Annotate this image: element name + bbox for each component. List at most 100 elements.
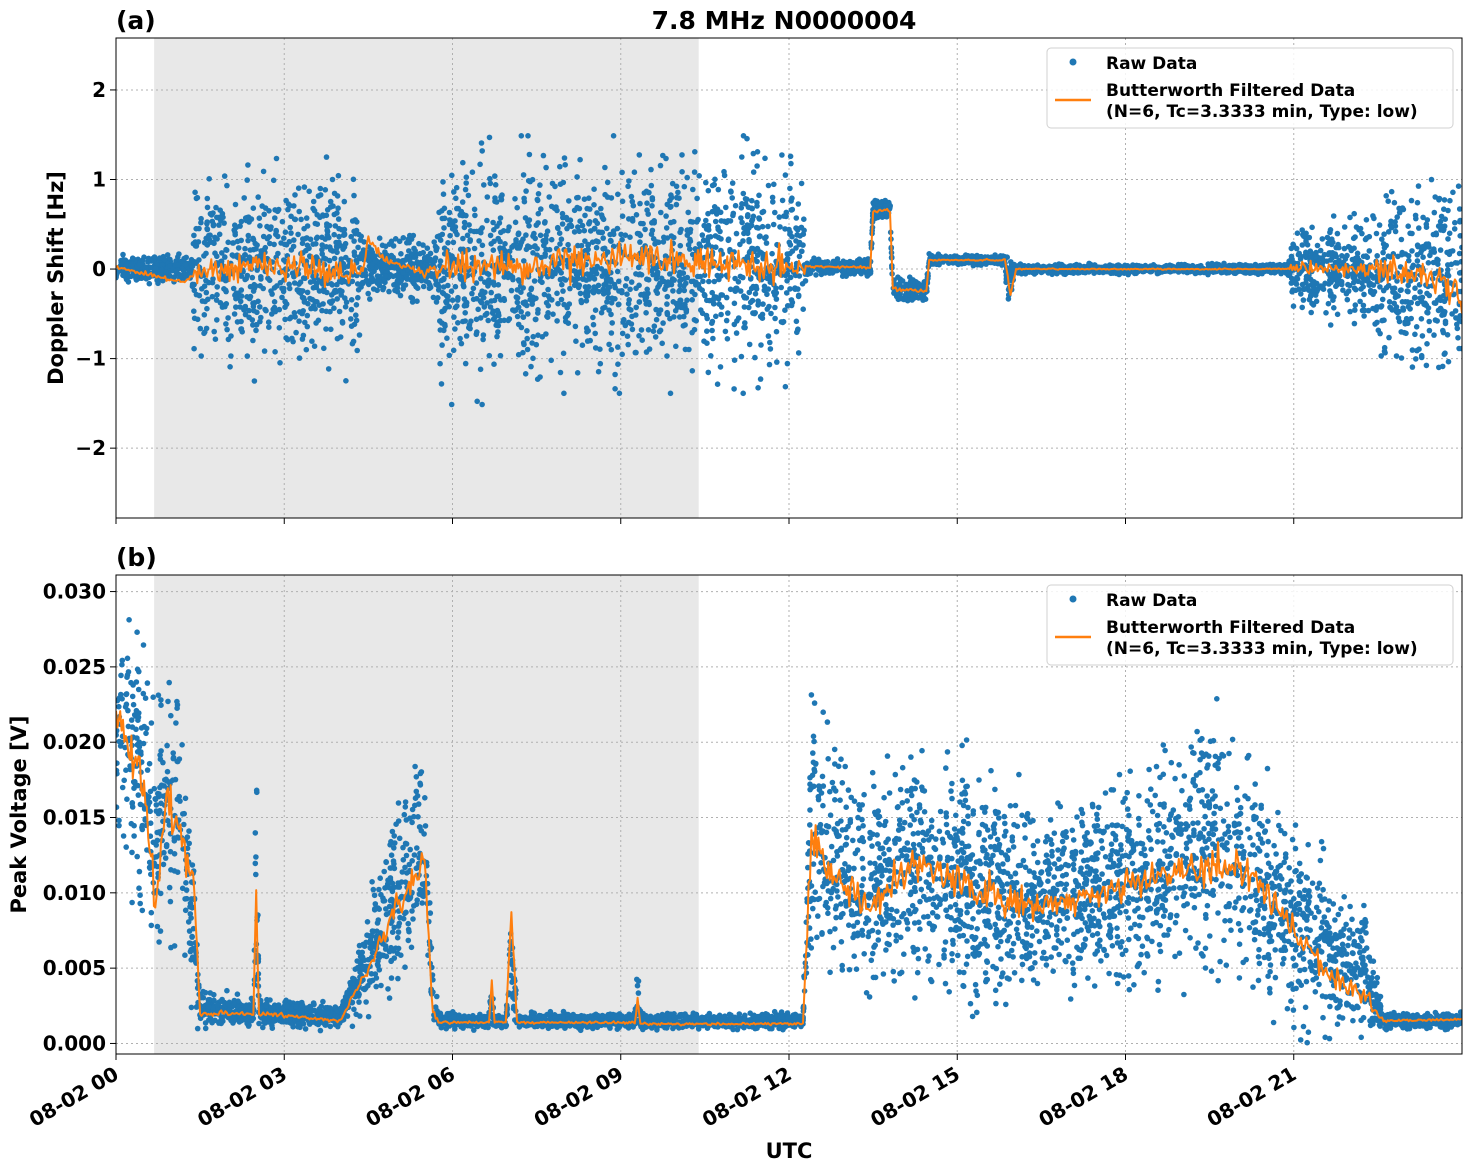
raw-point	[522, 371, 529, 377]
raw-point	[1445, 207, 1451, 214]
raw-point	[449, 253, 455, 259]
raw-point	[689, 297, 695, 303]
raw-point	[624, 333, 631, 340]
raw-point	[657, 307, 664, 313]
raw-point	[728, 188, 734, 194]
raw-point	[1419, 294, 1426, 301]
raw-point	[241, 195, 247, 201]
raw-point	[281, 257, 287, 263]
raw-point	[1424, 217, 1431, 223]
raw-point	[747, 299, 754, 306]
raw-point	[242, 245, 248, 252]
raw-point	[485, 317, 492, 324]
raw-point	[151, 254, 158, 260]
raw-point	[273, 228, 280, 235]
raw-point	[627, 286, 633, 293]
raw-point	[577, 156, 583, 163]
raw-point	[437, 258, 444, 264]
raw-point	[796, 253, 803, 260]
raw-point	[194, 316, 201, 323]
raw-point	[524, 335, 530, 342]
raw-point	[705, 234, 712, 240]
raw-point	[334, 193, 341, 199]
raw-point	[1353, 224, 1360, 230]
raw-point	[1333, 283, 1339, 290]
raw-point	[629, 215, 636, 222]
raw-point	[1361, 313, 1367, 319]
raw-point	[773, 290, 780, 296]
raw-point	[473, 331, 480, 338]
raw-point	[399, 258, 406, 265]
raw-point	[1345, 281, 1351, 288]
raw-point	[481, 182, 487, 188]
raw-point	[1304, 274, 1311, 280]
raw-point	[800, 242, 806, 248]
raw-point	[625, 183, 631, 190]
raw-point	[146, 280, 153, 287]
raw-point	[1446, 251, 1453, 258]
raw-point	[497, 215, 504, 221]
raw-point	[654, 269, 661, 276]
raw-point	[653, 316, 660, 323]
raw-point	[290, 243, 297, 250]
raw-point	[1412, 294, 1418, 301]
raw-point	[1294, 230, 1301, 236]
raw-point	[1410, 262, 1417, 269]
raw-point	[336, 239, 342, 246]
raw-point	[626, 297, 632, 303]
raw-point	[704, 340, 710, 347]
raw-point	[336, 233, 342, 240]
raw-point	[1333, 244, 1339, 251]
raw-point	[1313, 298, 1320, 305]
raw-point	[537, 182, 543, 188]
raw-point	[260, 168, 267, 175]
raw-point	[365, 257, 372, 263]
raw-point	[1424, 290, 1430, 297]
raw-point	[653, 239, 660, 245]
raw-point	[600, 291, 607, 297]
raw-point	[191, 232, 197, 239]
raw-point	[323, 154, 330, 160]
raw-point	[310, 198, 317, 205]
raw-point	[471, 206, 478, 213]
raw-point	[740, 190, 747, 197]
raw-point	[721, 218, 728, 225]
raw-point	[1424, 309, 1430, 316]
raw-point	[1412, 285, 1418, 292]
raw-point	[325, 366, 332, 372]
raw-point	[455, 320, 461, 326]
raw-point	[199, 286, 205, 292]
raw-point	[1319, 236, 1326, 242]
raw-point	[1330, 239, 1336, 246]
raw-point	[784, 360, 791, 367]
raw-point	[204, 226, 211, 233]
raw-point	[1351, 210, 1357, 217]
raw-point	[334, 296, 341, 302]
raw-point	[1452, 219, 1458, 226]
raw-point	[484, 217, 490, 224]
raw-point	[579, 342, 586, 349]
raw-point	[245, 232, 252, 239]
raw-point	[315, 193, 322, 199]
raw-point	[635, 230, 642, 237]
raw-point	[462, 186, 469, 193]
raw-point	[641, 291, 648, 297]
raw-point	[1378, 353, 1384, 359]
raw-point	[250, 235, 256, 242]
raw-point	[764, 306, 771, 312]
raw-point	[560, 214, 566, 221]
raw-point	[565, 320, 572, 327]
raw-point	[1454, 325, 1461, 332]
raw-point	[351, 228, 357, 235]
raw-point	[709, 327, 715, 334]
raw-point	[1398, 329, 1404, 335]
raw-point	[1417, 289, 1423, 295]
raw-point	[339, 320, 346, 326]
raw-point	[314, 234, 321, 241]
raw-point	[213, 204, 219, 211]
raw-point	[283, 335, 289, 341]
raw-point	[1445, 358, 1452, 365]
raw-point	[424, 245, 431, 251]
raw-point	[1359, 230, 1365, 237]
